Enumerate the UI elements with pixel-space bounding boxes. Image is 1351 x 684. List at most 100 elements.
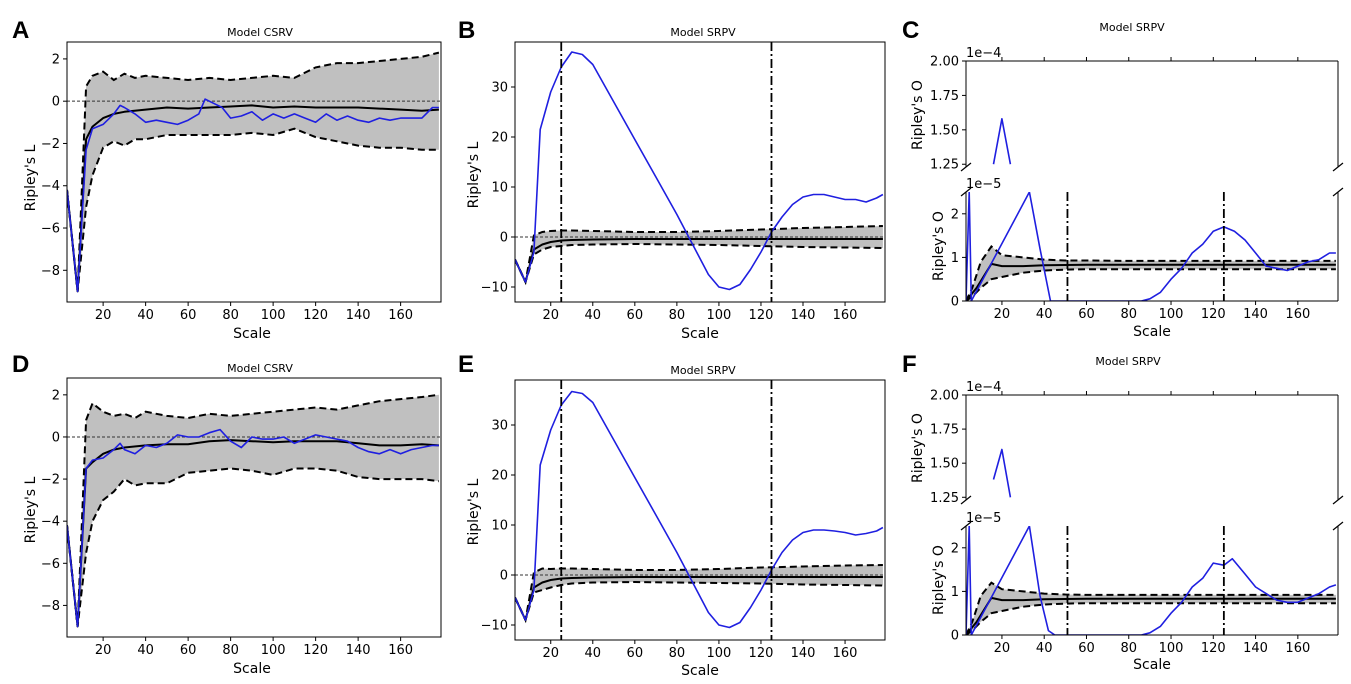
- d-envelope-lower: [67, 467, 440, 627]
- axis-multiplier-f-bottom: 1e−5: [966, 511, 1001, 526]
- a-x-tick-label: 160: [388, 308, 413, 323]
- f-bottom-x-tick-label: 160: [1285, 641, 1310, 656]
- a-x-tick-label: 80: [222, 308, 239, 323]
- c-top-y-tick-label: 1.25: [930, 158, 959, 173]
- panel-letter-c: C: [902, 17, 919, 44]
- panel-title-b: Model SRPV: [670, 26, 736, 39]
- b-y-tick-label: −10: [481, 281, 508, 296]
- e-x-tick-label: 120: [749, 646, 774, 661]
- c-bottom-y-tick-label: 1: [951, 251, 959, 266]
- d-x-tick-label: 160: [388, 643, 413, 658]
- c-axis-break-mark: [1332, 187, 1344, 197]
- x-axis-label-d: Scale: [233, 661, 271, 677]
- a-envelope-fill: [67, 52, 439, 292]
- e-x-tick-label: 20: [542, 646, 559, 661]
- b-series-mean: [515, 238, 883, 283]
- x-axis-label-a: Scale: [233, 326, 271, 342]
- d-y-tick-label: −4: [41, 515, 60, 530]
- c-top-y-tick-label: 1.50: [930, 123, 959, 138]
- b-x-tick-label: 20: [542, 308, 559, 323]
- plot-area-d: 20 40 60 80 100 120 140 160 −8 −6 −4 −2 0 2: [41, 377, 442, 658]
- d-y-tick-label: 0: [52, 430, 60, 445]
- plot-area-f: 1.25 1.50 1.75 2.00 20 40 60 80 100 120 140 160 0 1 2: [930, 389, 1344, 656]
- plot-area-c: 1.25 1.50 1.75 2.00 20 40 60 80 100 120 140 160 0 1 2: [930, 55, 1344, 322]
- e-x-tick-label: 160: [833, 646, 858, 661]
- d-envelope-fill: [67, 394, 439, 627]
- b-envelope-fill: [515, 226, 883, 282]
- f-top-y-tick-label: 1.50: [930, 457, 959, 472]
- e-y-tick-label: 30: [491, 419, 508, 434]
- c-bottom-series-observed: [966, 192, 1336, 301]
- a-y-tick-label: 2: [52, 52, 60, 67]
- f-bottom-x-tick-label: 140: [1243, 641, 1268, 656]
- e-envelope-upper: [515, 564, 883, 624]
- e-y-tick-label: 20: [491, 469, 508, 484]
- e-x-tick-label: 60: [627, 646, 644, 661]
- d-y-tick-label: −6: [41, 557, 60, 572]
- c-bottom-x-tick-label: 160: [1285, 307, 1310, 322]
- a-x-tick-label: 60: [180, 308, 197, 323]
- f-top-y-tick-label: 2.00: [930, 389, 959, 404]
- e-y-tick-label: 10: [491, 519, 508, 534]
- a-y-tick-label: 0: [52, 95, 60, 110]
- y-axis-label-e: Ripley's L: [466, 478, 482, 545]
- c-bottom-x-tick-label: 120: [1201, 307, 1226, 322]
- b-x-tick-label: 60: [627, 308, 644, 323]
- b-x-tick-label: 120: [749, 308, 774, 323]
- a-y-tick-label: −6: [41, 222, 60, 237]
- a-x-tick-label: 20: [95, 308, 112, 323]
- y-axis-label-c-top: Ripley's O: [910, 80, 926, 150]
- panel-title-a: Model CSRV: [227, 26, 293, 39]
- b-y-tick-label: 30: [491, 81, 508, 96]
- a-y-tick-label: −4: [41, 179, 60, 194]
- f-axis-break-mark: [1332, 521, 1344, 531]
- a-series-observed: [67, 98, 439, 293]
- d-x-tick-label: 140: [346, 643, 371, 658]
- panel-letter-e: E: [458, 351, 474, 378]
- b-frame: [514, 41, 886, 303]
- b-y-tick-label: 20: [491, 131, 508, 146]
- b-x-tick-label: 160: [833, 308, 858, 323]
- axis-multiplier-f-top: 1e−4: [966, 380, 1001, 395]
- c-top-y-tick-label: 2.00: [930, 55, 959, 70]
- e-x-tick-label: 40: [585, 646, 602, 661]
- f-bottom-envelope-lower: [966, 602, 1336, 635]
- panel-letter-f: F: [902, 351, 917, 378]
- e-envelope-lower: [515, 580, 883, 623]
- c-bottom-x-tick-label: 80: [1120, 307, 1137, 322]
- c-top-y-tick-label: 1.75: [930, 89, 959, 104]
- d-x-tick-label: 20: [95, 643, 112, 658]
- b-envelope-lower: [515, 242, 883, 285]
- e-y-tick-label: −10: [481, 619, 508, 634]
- y-axis-label-b: Ripley's L: [466, 141, 482, 208]
- b-x-tick-label: 80: [669, 308, 686, 323]
- d-frame: [66, 377, 442, 638]
- f-bottom-series-observed: [966, 526, 1337, 635]
- a-y-tick-label: −2: [41, 137, 60, 152]
- y-axis-label-f-bottom: Ripley's O: [931, 545, 947, 615]
- a-frame: [66, 41, 442, 303]
- axis-multiplier-c-bottom: 1e−5: [966, 177, 1001, 192]
- f-bottom-y-tick-label: 0: [951, 629, 959, 644]
- y-axis-label-a: Ripley's L: [23, 144, 39, 211]
- e-series-mean: [515, 576, 883, 621]
- d-y-tick-label: −2: [41, 473, 60, 488]
- a-envelope-lower: [67, 127, 439, 292]
- panel-title-d: Model CSRV: [227, 362, 293, 375]
- e-y-tick-label: 0: [500, 569, 508, 584]
- f-top-series-observed: [992, 448, 1012, 498]
- e-x-tick-label: 140: [791, 646, 816, 661]
- c-bottom-envelope-fill: [966, 246, 1336, 301]
- panel-letter-b: B: [458, 17, 475, 44]
- f-bottom-y-tick-label: 2: [951, 541, 959, 556]
- d-y-tick-label: −8: [41, 599, 60, 614]
- d-x-tick-label: 80: [222, 643, 239, 658]
- x-axis-label-b: Scale: [681, 326, 719, 342]
- e-envelope-fill: [515, 565, 883, 620]
- d-x-tick-label: 100: [261, 643, 286, 658]
- f-top-y-tick-label: 1.75: [930, 423, 959, 438]
- d-x-tick-label: 40: [137, 643, 154, 658]
- a-x-tick-label: 140: [346, 308, 371, 323]
- b-y-tick-label: 10: [491, 181, 508, 196]
